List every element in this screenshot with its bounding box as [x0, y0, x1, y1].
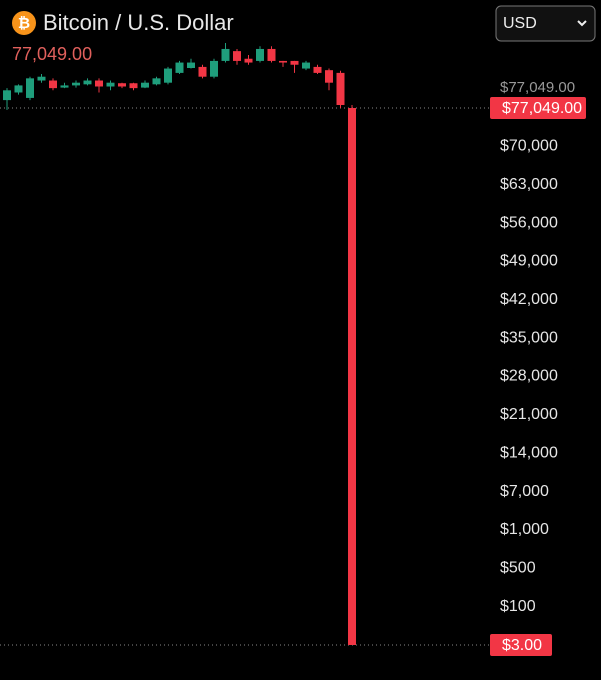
candle-body — [26, 78, 34, 98]
candle-body — [336, 72, 345, 106]
select-value[interactable]: USD — [503, 15, 537, 32]
candle-body — [210, 60, 218, 77]
candle-body — [313, 66, 322, 73]
y-tick-label: $49,000 — [500, 253, 558, 270]
candle-body — [14, 85, 23, 93]
y-tick-label: $35,000 — [500, 329, 558, 346]
y-tick-label: $28,000 — [500, 368, 558, 385]
candle-body — [72, 82, 80, 86]
candle-body — [106, 82, 115, 87]
candle-body — [187, 62, 195, 68]
last-price-label: $77,049.00 — [502, 100, 582, 117]
y-tick-label: $100 — [500, 598, 536, 615]
candle-body — [175, 62, 184, 73]
current-price: 77,049.00 — [12, 44, 92, 64]
candle-body — [118, 83, 126, 87]
candle-body — [129, 83, 138, 89]
currency-select[interactable]: USD — [495, 5, 596, 42]
candle-body — [95, 80, 103, 87]
candle-body — [83, 80, 92, 85]
low-price-box — [490, 634, 552, 656]
candle-body — [244, 58, 253, 63]
y-tick-label: $500 — [500, 560, 536, 577]
candle-body — [302, 62, 310, 69]
candle-body — [290, 60, 299, 65]
y-tick-label: $1,000 — [500, 521, 549, 538]
coin-icon — [12, 11, 36, 35]
coin-symbol: ₿ — [18, 15, 30, 32]
candle-body — [221, 48, 230, 61]
y-tick-label: $56,000 — [500, 214, 558, 231]
candle-body — [164, 68, 172, 83]
candle-body — [198, 66, 207, 77]
y-tick-label: $21,000 — [500, 406, 558, 423]
candle-body — [49, 80, 57, 89]
candle-body — [348, 108, 356, 645]
candle-body — [141, 82, 149, 88]
candle-body — [256, 48, 264, 61]
candle-body — [233, 51, 241, 61]
last-price-box — [490, 97, 586, 119]
low-price-label: $3.00 — [502, 637, 542, 654]
price-line-label: $77,049.00 — [500, 79, 575, 96]
y-tick-label: $7,000 — [500, 483, 549, 500]
y-tick-label: $70,000 — [500, 138, 558, 155]
y-tick-label: $63,000 — [500, 176, 558, 193]
candle-body — [37, 76, 46, 81]
candle-body — [3, 90, 11, 101]
select-chevron[interactable] — [577, 20, 587, 27]
candle-body — [60, 85, 69, 88]
candle-body — [267, 48, 276, 61]
y-tick-label: $14,000 — [500, 444, 558, 461]
select-box[interactable] — [495, 5, 596, 42]
candle-body — [325, 70, 333, 83]
chart-title: Bitcoin / U.S. Dollar — [43, 10, 234, 35]
candle-body — [152, 78, 161, 85]
y-tick-label: $42,000 — [500, 291, 558, 308]
candle-body — [279, 60, 287, 63]
